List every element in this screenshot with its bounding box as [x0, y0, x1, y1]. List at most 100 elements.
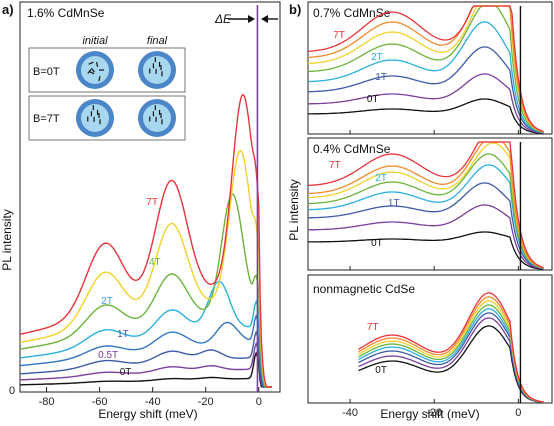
panel-b-curve-c — [307, 21, 544, 134]
inset-circle-inner — [143, 56, 171, 84]
panel-a-series-label: 0T — [120, 367, 132, 378]
panel-b-middle-labels: 0T 1T 2T 7T — [329, 160, 400, 249]
panel-b-middle-curves — [307, 141, 544, 270]
panel-b-curve-b — [308, 182, 544, 270]
panel-a-series-label: 2T — [101, 296, 113, 307]
panel-b-bottom-frame — [307, 274, 553, 404]
panel-b-series-label: 1T — [375, 72, 387, 83]
panel-b-curve-g — [307, 5, 544, 133]
panel-a-series-label: 7T — [146, 197, 158, 208]
delta-e-arrowhead-right — [261, 15, 268, 23]
panel-a-curve-n — [19, 314, 272, 388]
panel-b-series-label: 7T — [367, 322, 379, 333]
panel-a-xlabel: Energy shift (meV) — [98, 407, 197, 421]
panel-a-title: 1.6% CdMnSe — [27, 6, 105, 20]
panel-b-xlabel: Energy shift (meV) — [380, 407, 479, 421]
inset-col-final: final — [147, 35, 168, 47]
panel-b-top-title: 0.7% CdMnSe — [313, 6, 391, 20]
panel-b-top-ticks — [349, 130, 519, 134]
panel-b-curve-o — [307, 141, 544, 269]
panel-b-curve-k — [358, 325, 544, 403]
panel-a-curve-y — [19, 149, 272, 388]
inset-circle-inner — [81, 104, 109, 132]
spin-inset: initial final B=0T B=7T — [28, 35, 186, 141]
panel-a-ytick-0: 0 — [9, 385, 15, 397]
panel-a-xtick-label: -20 — [198, 396, 214, 408]
panel-b-middle-frame — [307, 137, 553, 271]
panel-b-curve-k — [308, 231, 544, 270]
delta-e-arrowhead-left — [248, 15, 255, 23]
panel-a-series-labels: 0T0.5T 1T 2T 4T 7T — [98, 197, 160, 378]
panel-b-series-label: 7T — [333, 30, 345, 41]
panel-b-series-label: 0T — [367, 94, 379, 105]
panel-a-xtick-label: -80 — [39, 396, 55, 408]
panel-a-series-label: 0.5T — [98, 350, 118, 361]
panel-b-curve-r — [358, 292, 544, 403]
panel-a-curve-p — [19, 341, 272, 388]
panel-b-curve-p — [307, 204, 544, 270]
panel-a-ylabel: PL intensity — [0, 209, 14, 271]
panel-b-curve-y — [307, 142, 544, 269]
panel-b-bottom-ticks: -40 -20 0 — [342, 399, 521, 419]
panel-b-curve-r — [307, 5, 544, 133]
inset-spin-arrow — [89, 71, 95, 75]
delta-e-annotation: ΔE — [214, 12, 278, 26]
panel-b-ylabel: PL intensity — [287, 179, 301, 241]
panel-b-middle-title: 0.4% CdMnSe — [313, 142, 391, 156]
panel-a-curve-k — [20, 351, 272, 388]
panel-a: a) 1.6% CdMnSe PL intensity Energy shift… — [0, 1, 281, 421]
panel-b-middle-ticks — [349, 266, 519, 270]
panel-b-bottom: nonmagnetic CdSe Energy shift (meV) 0T 7T… — [307, 274, 553, 421]
delta-e-label: ΔE — [214, 12, 232, 26]
panel-b-curve-g — [358, 304, 544, 403]
panel-b-bottom-curves — [358, 279, 544, 403]
inset-row1-label: B=0T — [33, 66, 60, 78]
panel-b-series-label: 0T — [371, 238, 383, 249]
panel-b-bottom-title: nonmagnetic CdSe — [313, 282, 415, 296]
panel-b-curve-c — [307, 164, 544, 269]
panel-b-series-label: 2T — [371, 52, 383, 63]
panel-a-xtick-label: -40 — [145, 396, 161, 408]
panel-a-curve-r — [19, 93, 272, 388]
inset-spin-arrow — [98, 76, 101, 82]
panel-a-curves — [19, 5, 272, 392]
inset-row2-label: B=7T — [33, 113, 60, 125]
panel-b-letter: b) — [289, 2, 301, 17]
inset-circle-inner — [143, 104, 171, 132]
panel-b-curve-g — [307, 153, 544, 269]
inset-spin-arrow — [90, 67, 95, 73]
inset-spin-dots — [76, 51, 176, 137]
inset-spin-arrow — [95, 61, 99, 68]
panel-b-top: b) 0.7% CdMnSe 0T 1T 2T 7T — [289, 1, 553, 135]
panel-b-curve-b — [308, 46, 544, 134]
panel-a-xtick-label: -60 — [92, 396, 108, 408]
panel-a-series-label: 4T — [149, 257, 161, 268]
panel-a-frame — [19, 1, 281, 393]
panel-b-curve-k — [308, 98, 544, 135]
panel-a-curve-c — [19, 280, 272, 388]
panel-b-bottom-labels: 0T 7T — [367, 322, 387, 376]
panel-b-series-label: 0T — [375, 365, 387, 376]
panel-b-top-labels: 0T 1T 2T 7T — [333, 30, 387, 105]
panel-b-xtick-label: 0 — [515, 407, 521, 419]
inset-col-initial: initial — [82, 35, 108, 47]
panel-b-xtick-label: -20 — [426, 407, 442, 419]
inset-circle-inner — [81, 56, 109, 84]
panel-b-middle: 0.4% CdMnSe PL intensity 0T 1T 2T 7T — [287, 137, 553, 271]
panel-a-curve-b — [20, 330, 272, 388]
panel-b-top-curves — [307, 5, 544, 135]
panel-b-xtick-label: -40 — [342, 407, 358, 419]
panel-b-series-label: 7T — [329, 160, 341, 171]
panel-b-curve-p — [308, 73, 544, 134]
panel-a-letter: a) — [2, 2, 14, 17]
inset-spin-arrow — [88, 61, 94, 65]
panel-b-curve-c — [358, 308, 544, 403]
panel-b-curve-o — [358, 296, 544, 403]
panel-b-series-label: 2T — [375, 173, 387, 184]
panel-b-top-frame — [307, 1, 553, 135]
panel-a-xticks: -80 -60 -40 -20 0 — [39, 387, 262, 408]
panel-a-xtick-label: 0 — [256, 396, 262, 408]
panel-b-curve-r — [307, 141, 544, 269]
panel-a-series-label: 1T — [117, 329, 129, 340]
